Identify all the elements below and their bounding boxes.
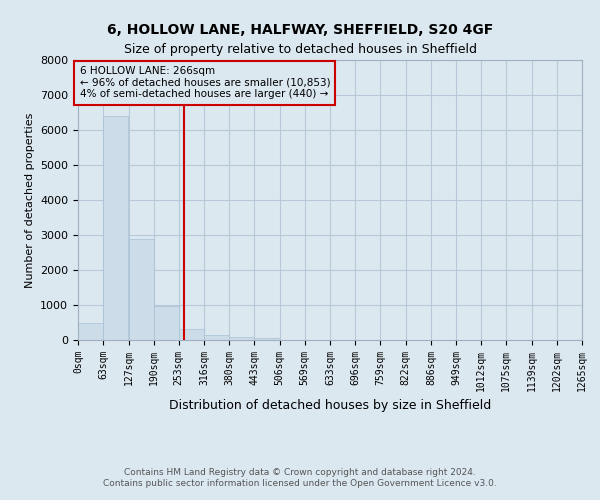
Text: Contains HM Land Registry data © Crown copyright and database right 2024.
Contai: Contains HM Land Registry data © Crown c… — [103, 468, 497, 487]
Bar — [229, 337, 254, 340]
Bar — [154, 306, 179, 340]
Bar — [103, 116, 128, 340]
Text: Size of property relative to detached houses in Sheffield: Size of property relative to detached ho… — [124, 42, 476, 56]
Bar — [128, 238, 154, 340]
X-axis label: Distribution of detached houses by size in Sheffield: Distribution of detached houses by size … — [169, 399, 491, 412]
Y-axis label: Number of detached properties: Number of detached properties — [25, 112, 35, 288]
Text: 6 HOLLOW LANE: 266sqm
← 96% of detached houses are smaller (10,853)
4% of semi-d: 6 HOLLOW LANE: 266sqm ← 96% of detached … — [80, 66, 330, 100]
Bar — [179, 329, 204, 340]
Bar — [204, 335, 229, 340]
Bar — [254, 338, 280, 340]
Bar — [78, 323, 103, 340]
Text: 6, HOLLOW LANE, HALFWAY, SHEFFIELD, S20 4GF: 6, HOLLOW LANE, HALFWAY, SHEFFIELD, S20 … — [107, 22, 493, 36]
